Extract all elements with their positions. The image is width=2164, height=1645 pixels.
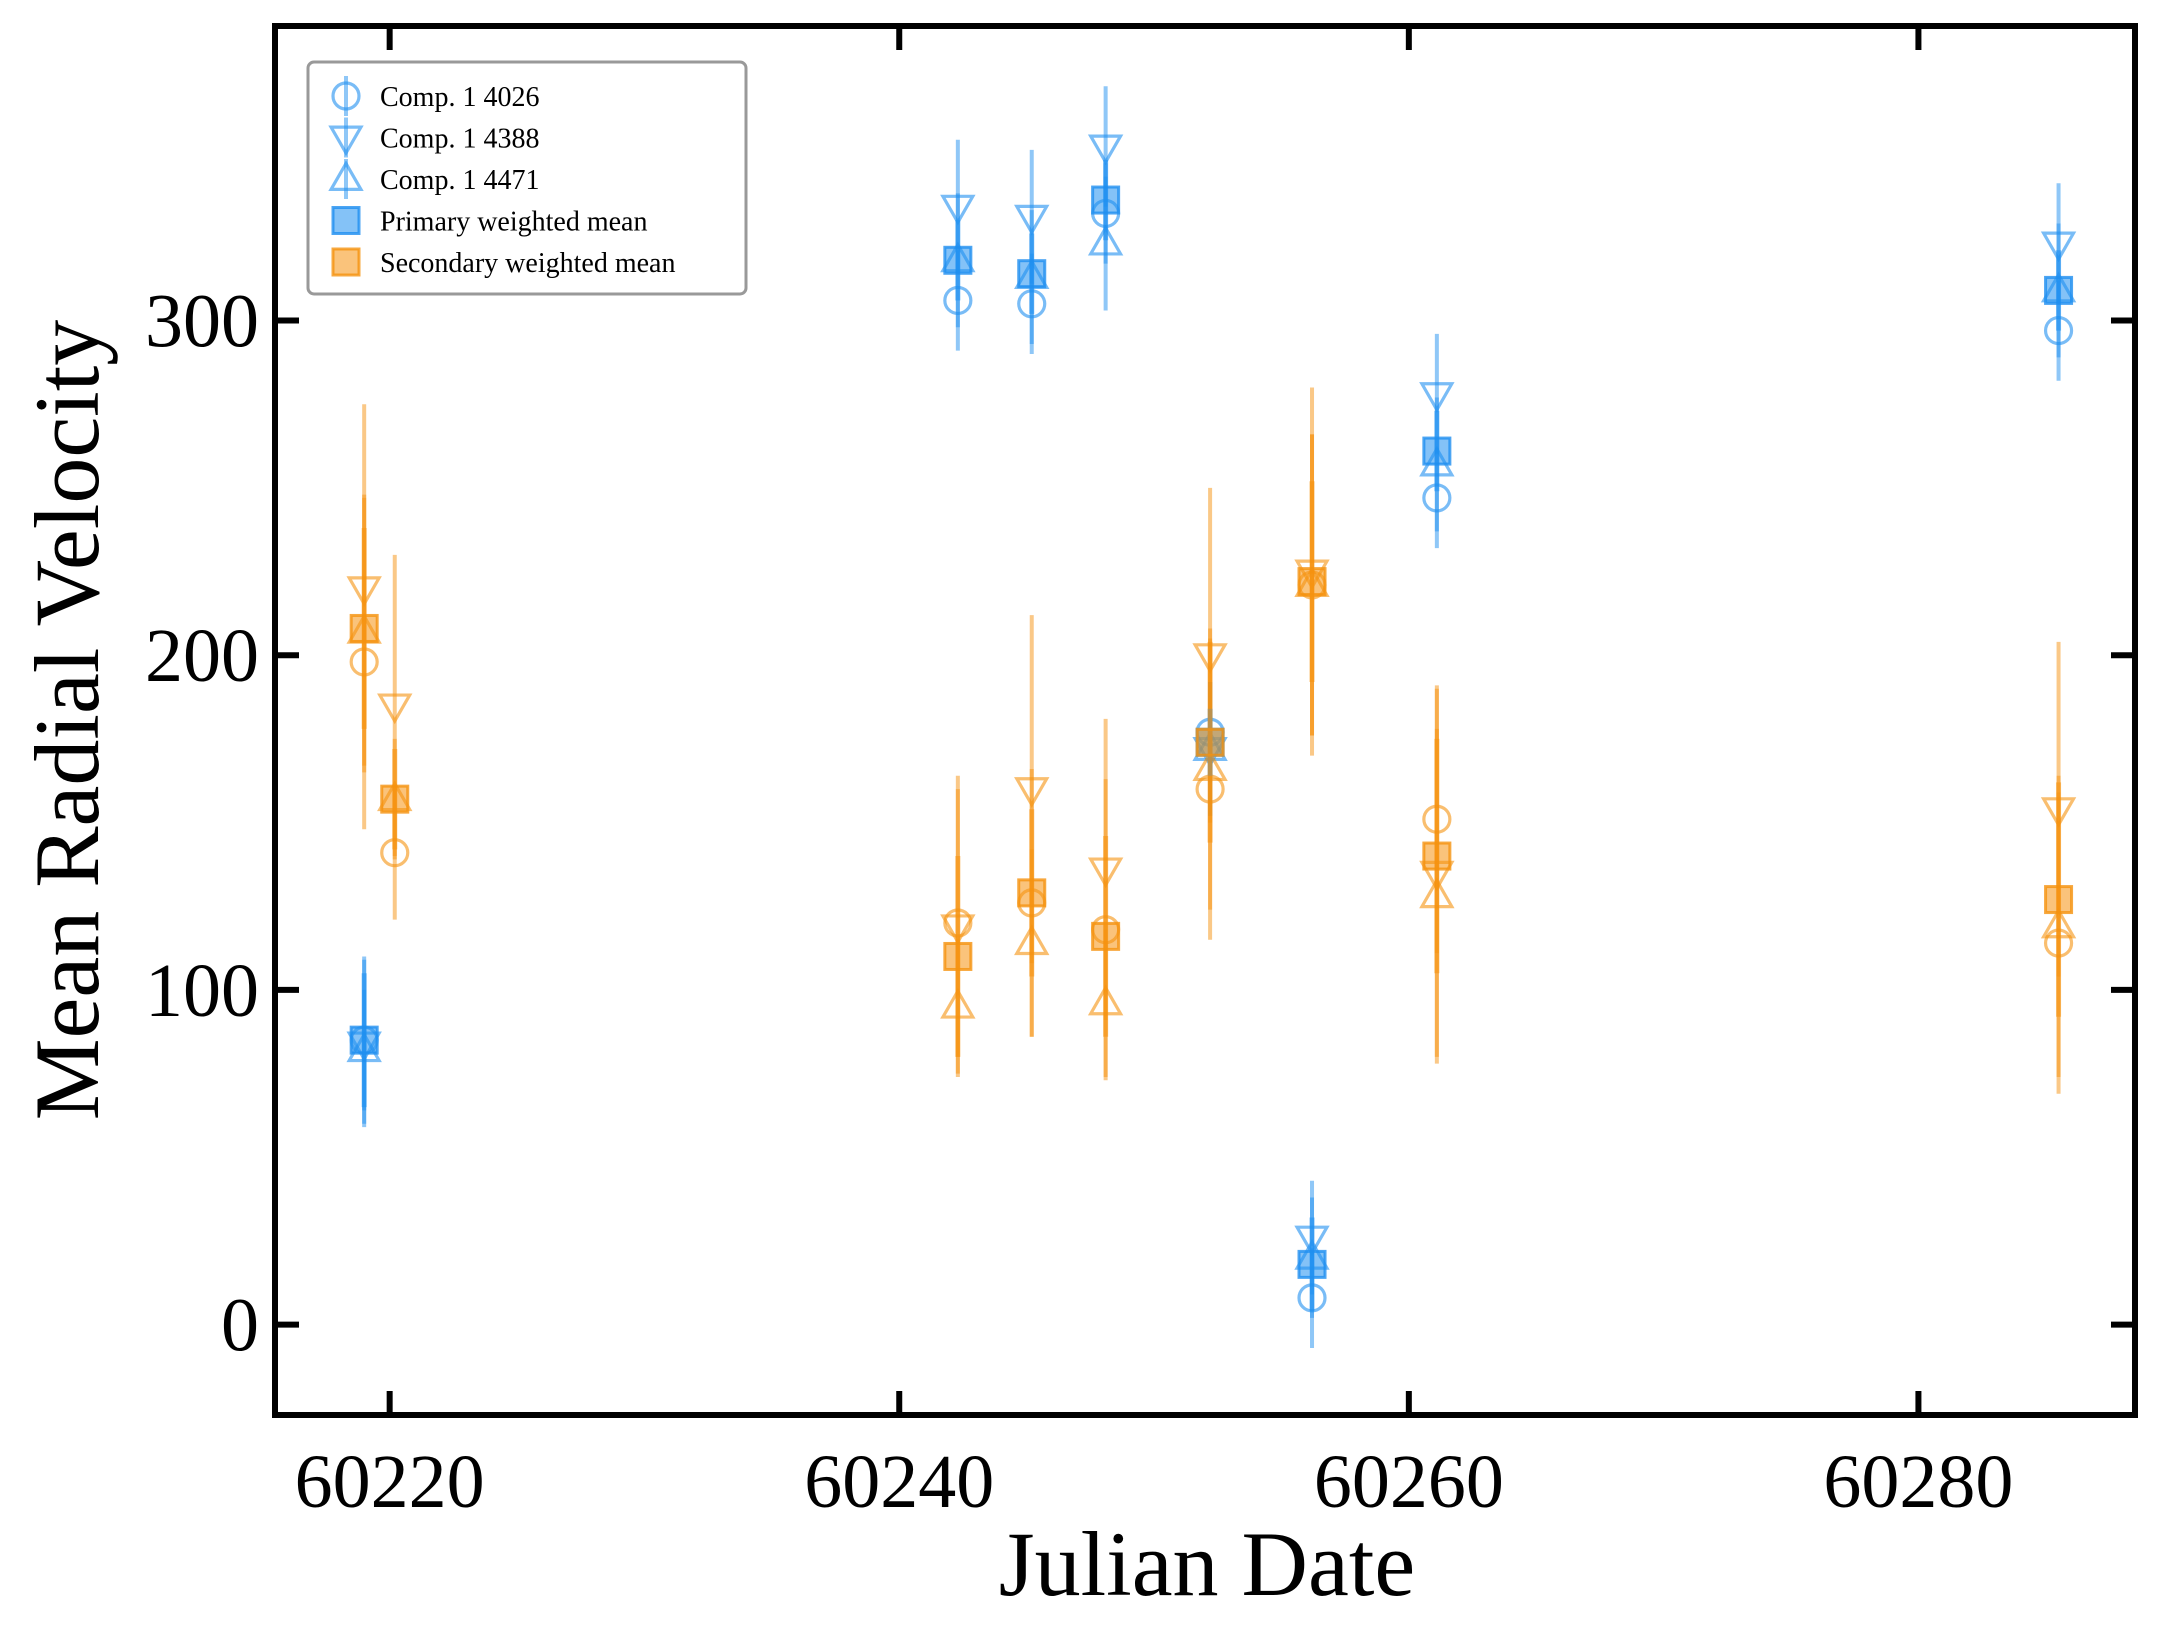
x-axis-label: Julian Date bbox=[999, 1513, 1415, 1615]
data-point bbox=[349, 613, 379, 643]
legend-label: Secondary weighted mean bbox=[380, 248, 675, 279]
y-tick-label: 100 bbox=[145, 949, 259, 1033]
axes: 60220 60240 60260 60280 0 100 200 300 bbox=[145, 23, 2138, 1524]
y-tick-label: 200 bbox=[145, 614, 259, 698]
data-point bbox=[1297, 1249, 1327, 1279]
legend-label: Comp. 1 4471 bbox=[380, 165, 539, 196]
data-point bbox=[2044, 275, 2074, 305]
x-tick-label: 60240 bbox=[804, 1440, 994, 1524]
legend-entry: Secondary weighted mean bbox=[331, 247, 675, 279]
legend-marker bbox=[328, 125, 364, 157]
legend-marker bbox=[331, 247, 361, 277]
data-point bbox=[1017, 259, 1047, 289]
legend-marker bbox=[328, 160, 364, 191]
data-point bbox=[1422, 841, 1452, 871]
legend-entry: Comp. 1 4471 bbox=[328, 159, 539, 199]
data-marks bbox=[346, 86, 2077, 1349]
data-point bbox=[1017, 878, 1047, 908]
legend-entry: Comp. 1 4026 bbox=[331, 76, 539, 116]
legend-entry: Primary weighted mean bbox=[331, 206, 647, 238]
data-point bbox=[1419, 382, 1455, 413]
data-point bbox=[1091, 185, 1121, 215]
x-tick-label: 60280 bbox=[1823, 1440, 2013, 1524]
legend-entry: Comp. 1 4388 bbox=[328, 117, 539, 158]
data-point bbox=[1087, 224, 1124, 256]
data-point bbox=[349, 1025, 379, 1055]
data-point bbox=[943, 941, 973, 971]
legend-label: Primary weighted mean bbox=[380, 207, 647, 238]
data-point bbox=[1195, 727, 1225, 757]
data-point bbox=[1087, 134, 1124, 166]
data-point bbox=[1422, 436, 1452, 466]
legend-marker bbox=[331, 81, 361, 111]
data-point bbox=[1014, 777, 1050, 808]
y-axis-label: Mean Radial Velocity bbox=[16, 320, 118, 1121]
legend-marker bbox=[331, 206, 361, 235]
data-point bbox=[377, 693, 413, 725]
data-point bbox=[1014, 204, 1050, 236]
series-secondary-weighted-mean bbox=[349, 481, 2074, 1057]
data-point bbox=[1091, 921, 1121, 951]
plot-frame bbox=[272, 23, 2138, 1418]
legend-label: Comp. 1 4026 bbox=[380, 82, 539, 113]
data-point bbox=[2044, 885, 2074, 915]
y-tick-label: 0 bbox=[221, 1284, 259, 1368]
x-tick-label: 60220 bbox=[295, 1440, 485, 1524]
y-tick-label: 300 bbox=[145, 280, 259, 364]
legend-box bbox=[306, 60, 748, 296]
legend-label: Comp. 1 4388 bbox=[380, 124, 539, 155]
data-point bbox=[1297, 567, 1327, 597]
legend: Comp. 1 4026 Comp. 1 4388 Comp. 1 4471 Prim… bbox=[306, 60, 748, 296]
data-point bbox=[380, 784, 410, 814]
x-tick-label: 60260 bbox=[1314, 1440, 1504, 1524]
data-point bbox=[943, 245, 973, 275]
